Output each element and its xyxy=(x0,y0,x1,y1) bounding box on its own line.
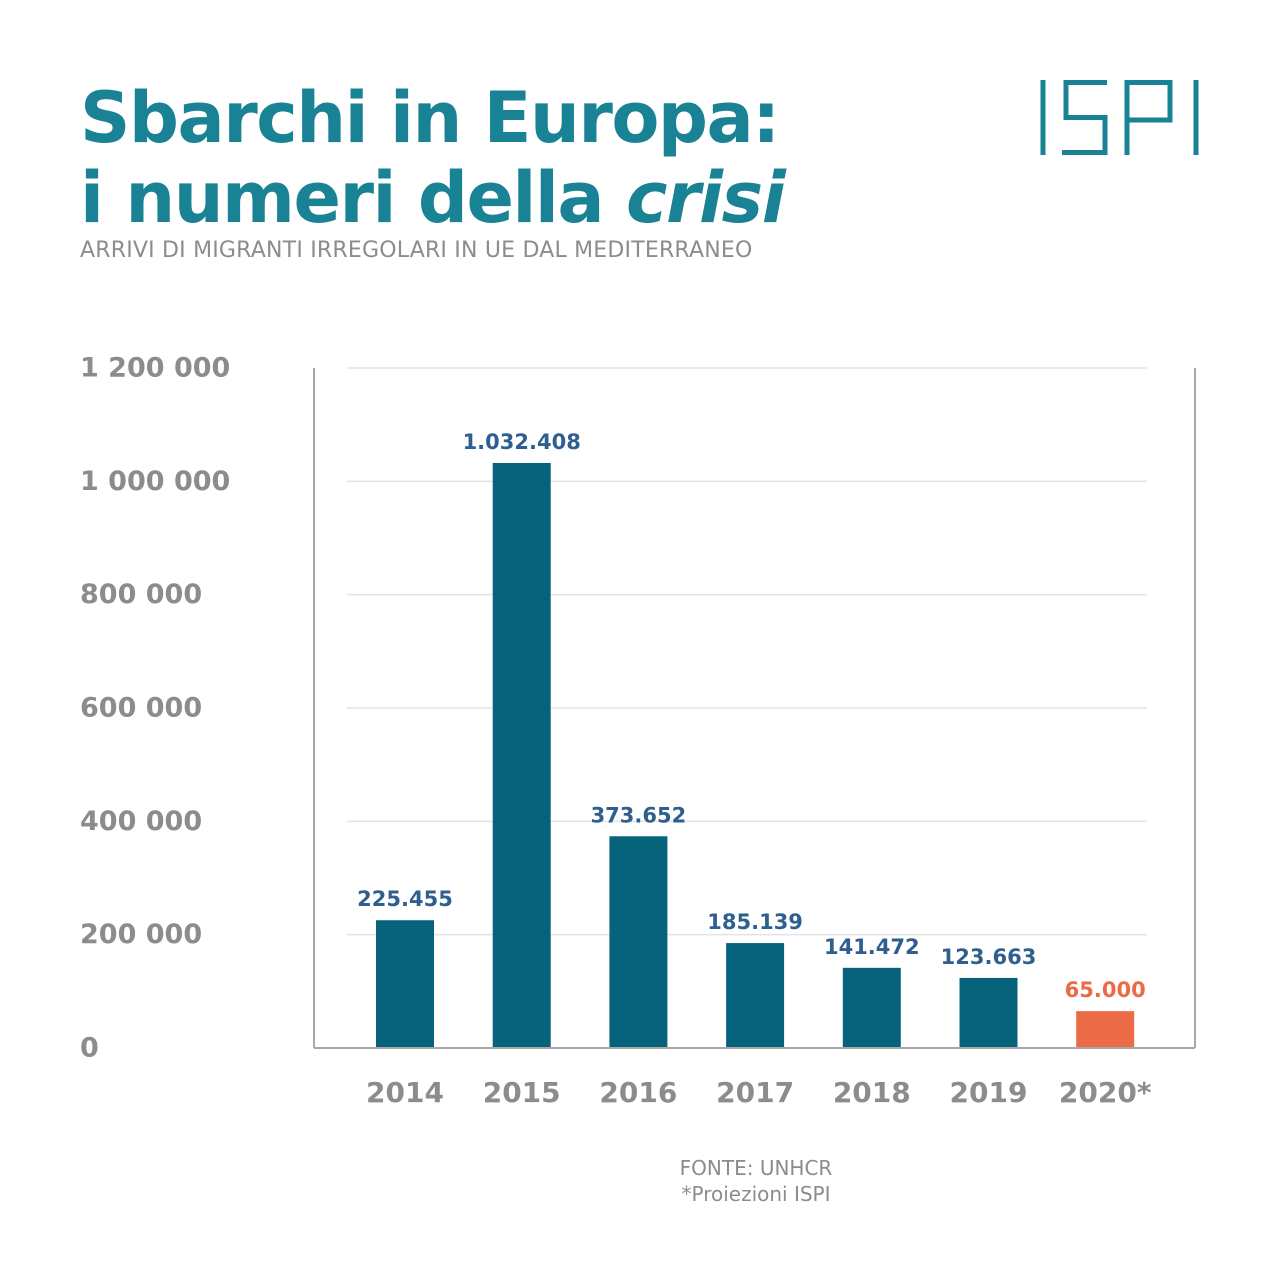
value-label: 141.472 xyxy=(824,935,920,959)
projection-note: *Proiezioni ISPI xyxy=(681,1182,831,1206)
title-line-2: i numeri della crisi xyxy=(80,157,786,239)
bar xyxy=(376,920,434,1048)
chart-subtitle: ARRIVI DI MIGRANTI IRREGOLARI IN UE DAL … xyxy=(80,238,753,263)
bar-chart: 0 200 000 400 000 600 000 800 000 1 000 000 1 … xyxy=(80,353,1196,1109)
y-axis-ticks: 0 200 000 400 000 600 000 800 000 1 000 000 1 … xyxy=(80,353,230,1064)
value-label: 123.663 xyxy=(941,945,1037,969)
value-label: 1.032.408 xyxy=(463,430,581,454)
bar xyxy=(726,943,785,1048)
source-note: FONTE: UNHCR xyxy=(679,1156,833,1180)
x-tick-label: 2017 xyxy=(716,1076,794,1109)
value-label: 65.000 xyxy=(1065,978,1146,1002)
x-tick-label: 2014 xyxy=(366,1076,444,1109)
title-line-1: Sbarchi in Europa: xyxy=(80,77,780,159)
value-labels: 225.455 1.032.408 373.652 185.139 141.472 123… xyxy=(357,430,1146,1002)
gridlines xyxy=(347,367,1147,936)
value-label: 373.652 xyxy=(591,803,687,827)
x-axis-ticks: 2014 2015 2016 2017 2018 2019 2020* xyxy=(366,1076,1152,1109)
bar xyxy=(609,836,668,1048)
bars xyxy=(376,462,1135,1048)
y-tick-label: 200 000 xyxy=(80,919,202,950)
value-label: 185.139 xyxy=(707,910,803,934)
y-tick-label: 0 xyxy=(80,1033,99,1064)
ispi-logo xyxy=(1040,80,1199,155)
y-tick-label: 1 000 000 xyxy=(80,466,230,497)
y-tick-label: 800 000 xyxy=(80,579,202,610)
x-tick-label: 2016 xyxy=(599,1076,677,1109)
y-tick-label: 400 000 xyxy=(80,806,202,837)
x-tick-label: 2018 xyxy=(833,1076,911,1109)
x-tick-label: 2020* xyxy=(1059,1076,1152,1109)
bar xyxy=(492,462,551,1048)
x-tick-label: 2015 xyxy=(483,1076,561,1109)
y-tick-label: 600 000 xyxy=(80,693,202,724)
axes xyxy=(313,368,1196,1049)
x-tick-label: 2019 xyxy=(950,1076,1028,1109)
bar xyxy=(1076,1011,1135,1048)
title-emphasis: crisi xyxy=(626,157,786,239)
chart-title: Sbarchi in Europa: i numeri della crisi xyxy=(80,77,786,239)
value-label: 225.455 xyxy=(357,887,453,911)
y-tick-label: 1 200 000 xyxy=(80,353,230,384)
bar xyxy=(842,967,901,1048)
bar xyxy=(959,977,1018,1048)
title-line-2-prefix: i numeri della xyxy=(80,157,627,239)
